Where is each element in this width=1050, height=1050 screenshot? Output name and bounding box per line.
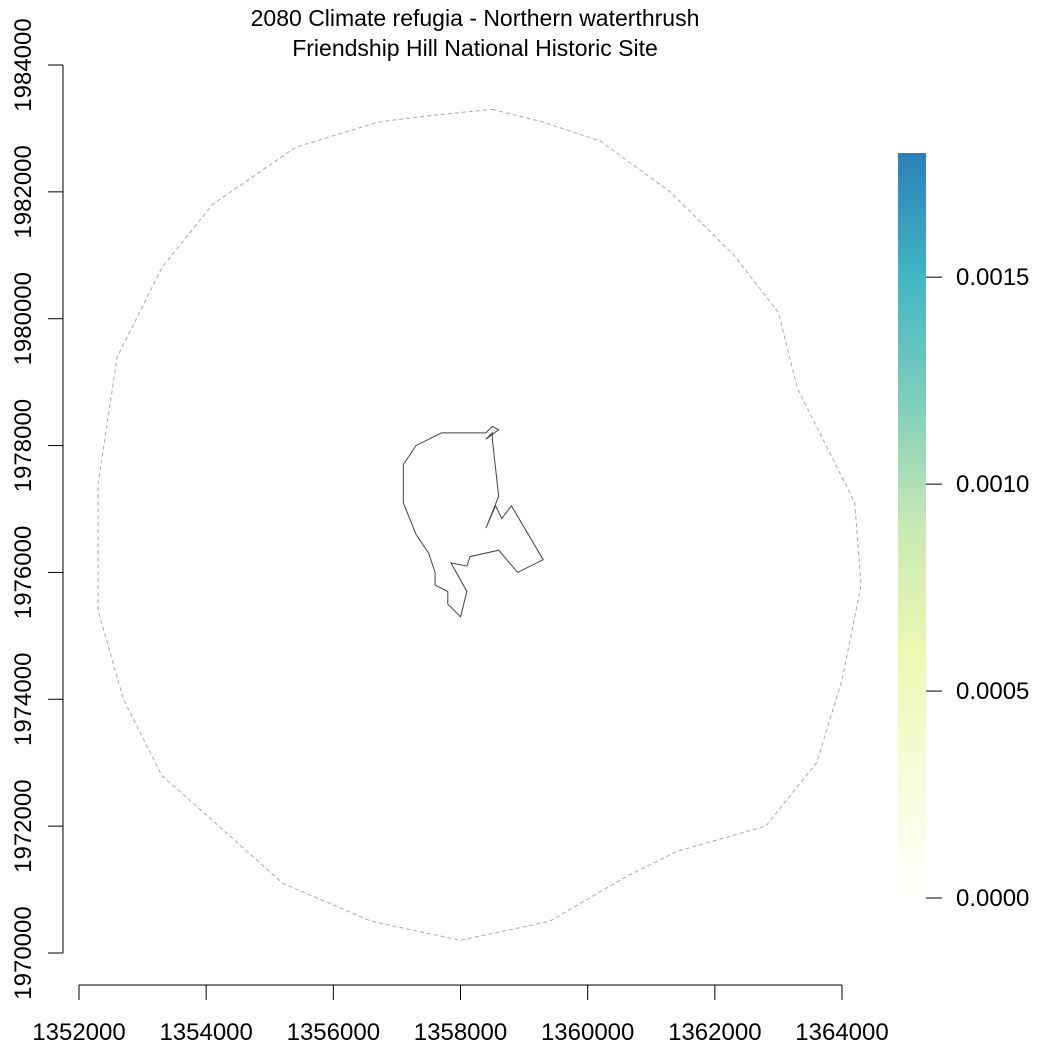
x-tick-label: 1358000 — [414, 1019, 507, 1046]
y-tick-label: 1982000 — [10, 145, 37, 238]
colorbar-tick-label: 0.0005 — [956, 678, 1029, 705]
y-axis: 1970000 1972000 1974000 1976000 1978000 19800… — [10, 18, 64, 1000]
x-tick-label: 1364000 — [795, 1019, 888, 1046]
colorbar-axis: 0.0000 0.0005 0.0010 0.0015 — [926, 264, 1029, 912]
buffer-boundary — [97, 108, 862, 941]
map-title-line2: Friendship Hill National Historic Site — [292, 35, 658, 61]
y-tick-label: 1974000 — [10, 653, 37, 746]
x-tick-label: 1354000 — [159, 1019, 252, 1046]
x-tick-label: 1356000 — [287, 1019, 380, 1046]
colorbar — [898, 153, 926, 898]
y-tick-label: 1980000 — [10, 272, 37, 365]
x-tick-label: 1362000 — [668, 1019, 761, 1046]
colorbar-tick-label: 0.0010 — [956, 471, 1029, 498]
y-tick-label: 1984000 — [10, 18, 37, 111]
x-axis: 1352000 1354000 1356000 1358000 1360000 13620… — [32, 984, 889, 1046]
y-tick-label: 1970000 — [10, 906, 37, 999]
park-boundary — [402, 425, 544, 618]
x-tick-label: 1360000 — [541, 1019, 634, 1046]
colorbar-tick-label: 0.0015 — [956, 264, 1029, 291]
y-tick-label: 1976000 — [10, 526, 37, 619]
colorbar-tick-label: 0.0000 — [956, 885, 1029, 912]
y-tick-label: 1972000 — [10, 779, 37, 872]
y-tick-label: 1978000 — [10, 399, 37, 492]
x-tick-label: 1352000 — [32, 1019, 125, 1046]
map-title-line1: 2080 Climate refugia - Northern waterthr… — [251, 5, 700, 31]
